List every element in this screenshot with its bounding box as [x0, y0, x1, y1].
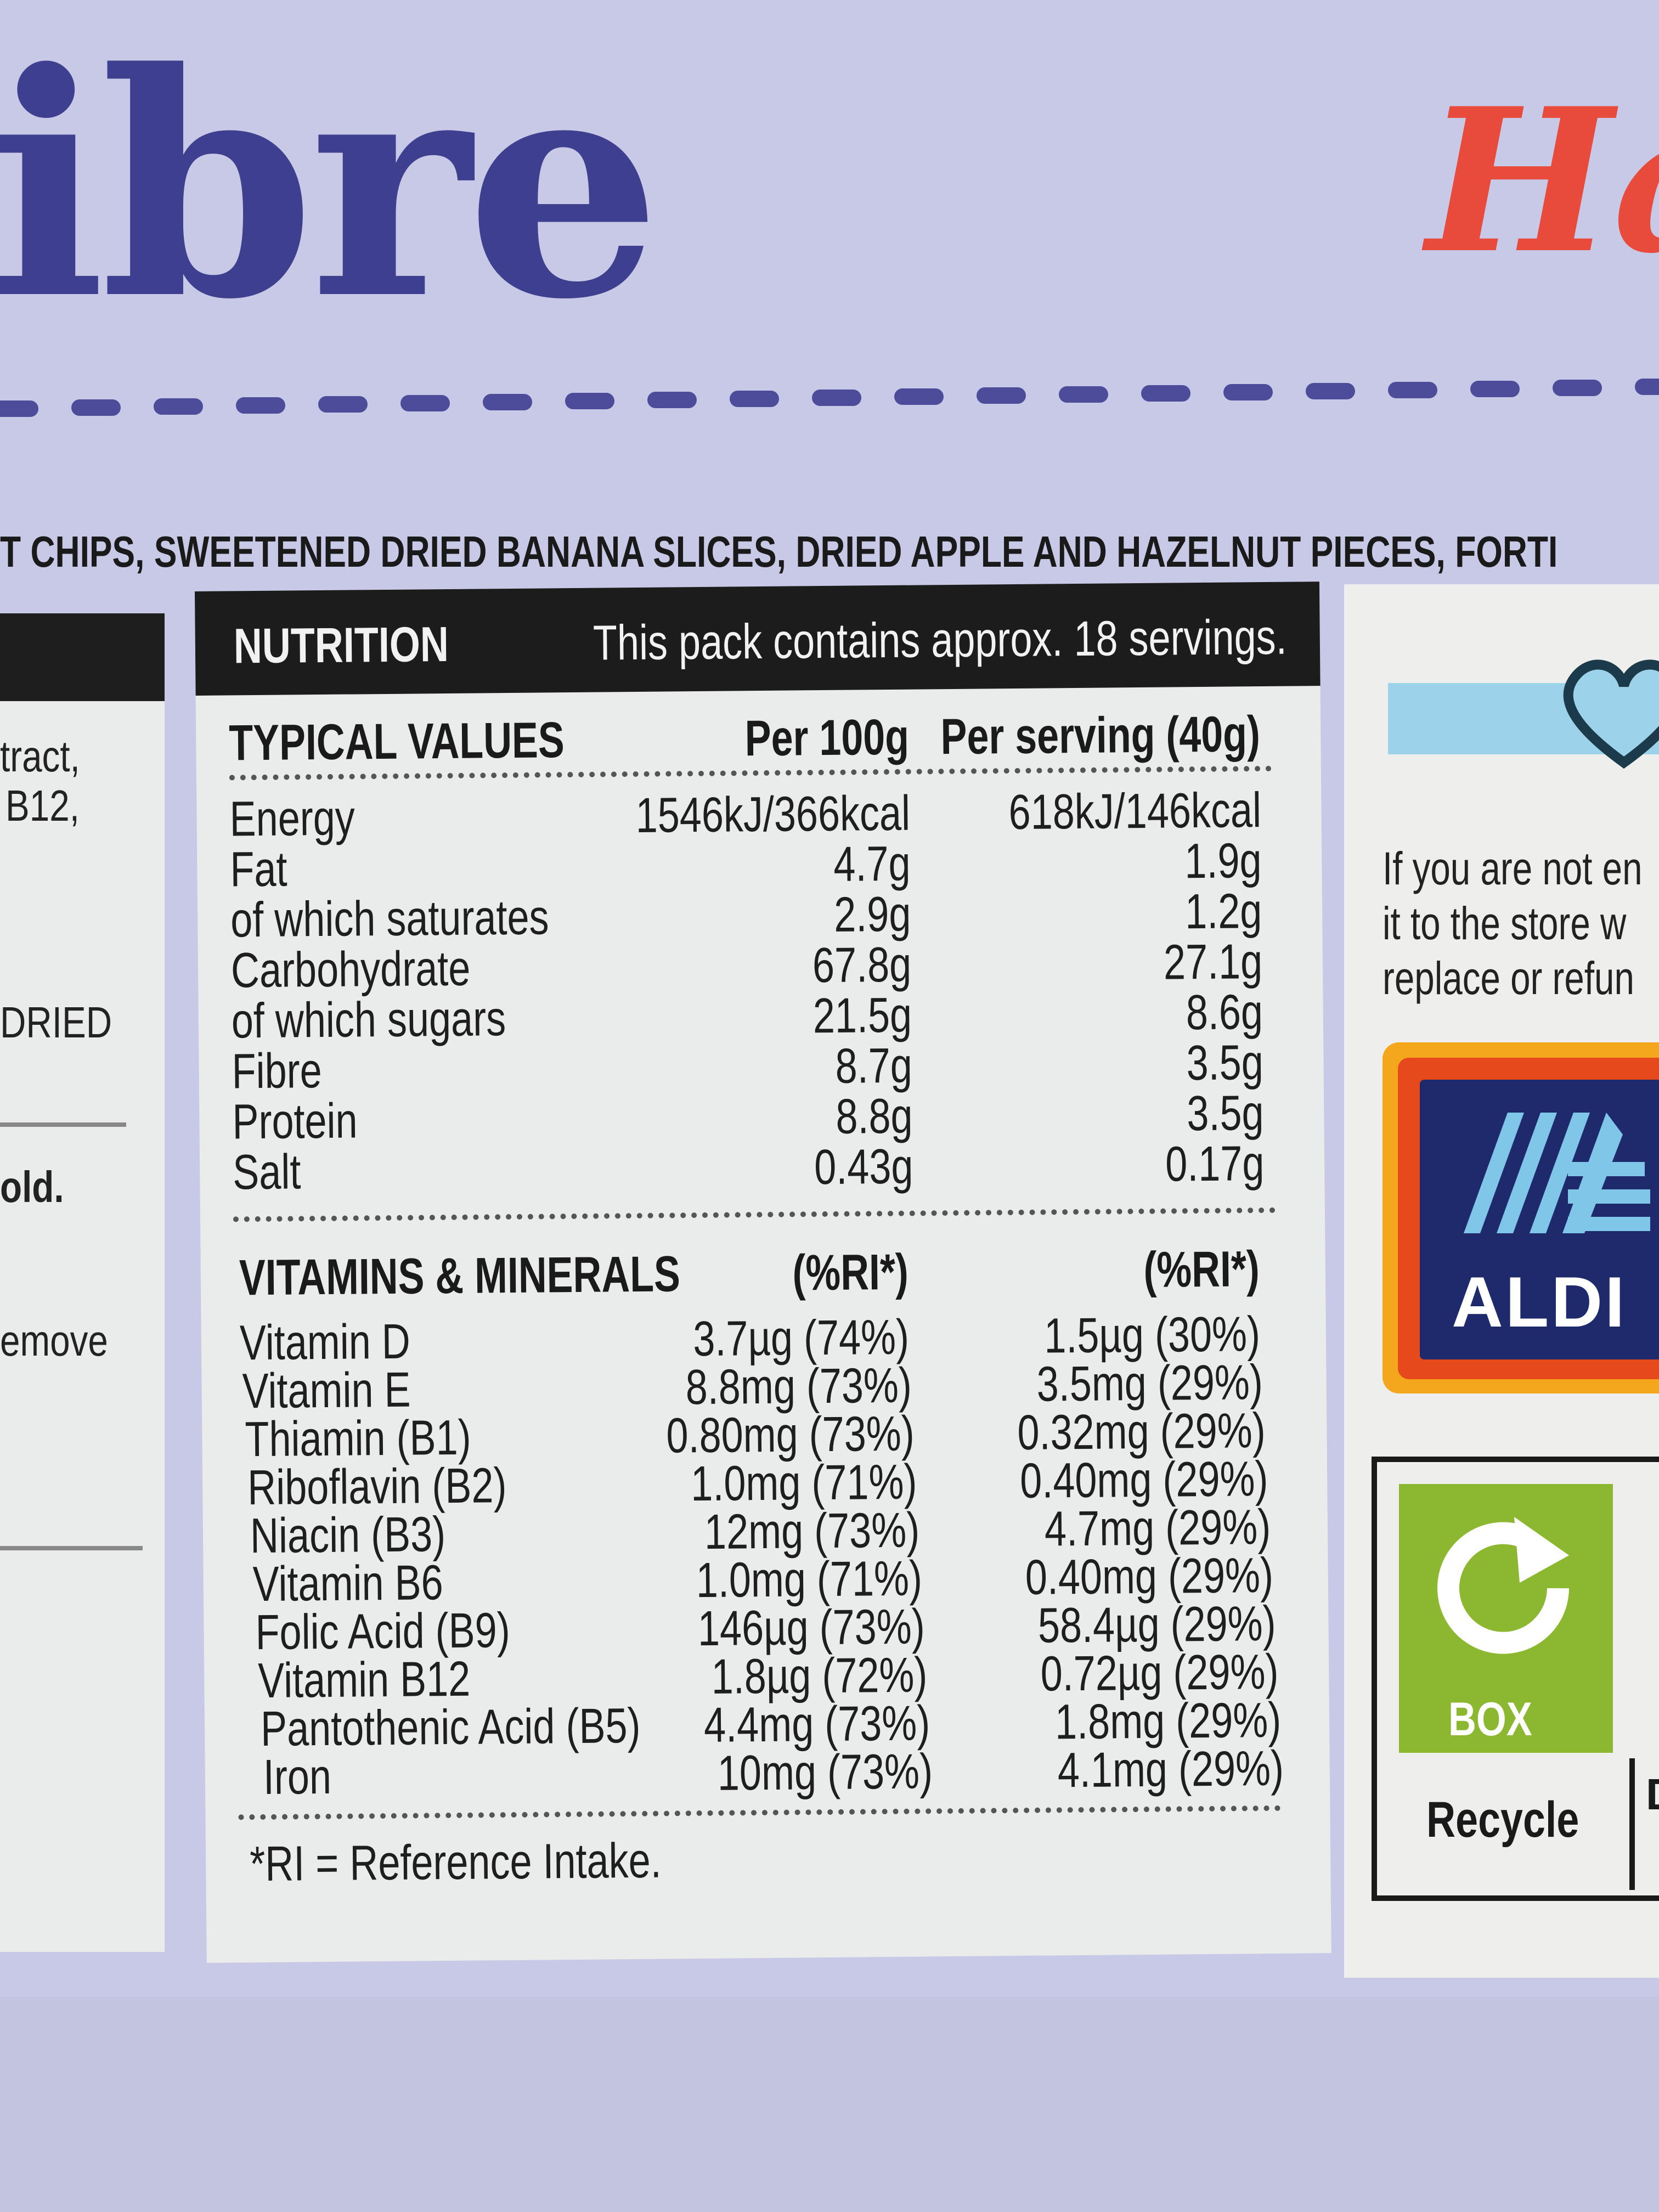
left-divider [0, 1122, 126, 1127]
nutrient-name: Fat [229, 842, 287, 898]
aldi-stripes-icon [1464, 1113, 1650, 1233]
heart-icon [1563, 659, 1659, 769]
left-fragment: emove [0, 1316, 108, 1365]
aldi-wordmark: ALDI [1452, 1262, 1627, 1342]
recycle-fragment: D [1646, 1769, 1659, 1820]
left-panel-header-bar [0, 613, 165, 701]
nutrient-per-100g: 4.7g [833, 836, 911, 892]
left-divider [0, 1546, 143, 1550]
nutrient-per-100g: 8.7g [835, 1038, 913, 1094]
nutrient-per-100g: 1546kJ/366kcal [635, 786, 911, 844]
nutrient-per-serving: 27.1g [1163, 934, 1263, 990]
servings-note: This pack contains approx. 18 servings. [592, 610, 1288, 671]
typical-values-label: TYPICAL VALUES [228, 712, 565, 771]
nutrient-per-serving: 0.17g [1165, 1136, 1265, 1192]
nutrition-title: NUTRITION [233, 617, 449, 674]
script-word: Ha [1426, 65, 1659, 297]
vitamin-per-serving: 4.1mg (29%) [1057, 1741, 1284, 1798]
recycle-panel: BOX Recycle D [1372, 1457, 1659, 1901]
nutrient-row: of which sugars 21.5g 8.6g [231, 984, 1263, 1048]
nutrient-per-100g: 0.43g [814, 1139, 913, 1195]
dashed-divider [0, 379, 1659, 417]
guarantee-text: it to the store w [1383, 898, 1627, 949]
nutrient-per-serving: 1.2g [1184, 884, 1262, 940]
nutrient-row: Fibre 8.7g 3.5g [232, 1035, 1264, 1099]
vitamins-label: VITAMINS & MINERALS [239, 1246, 681, 1306]
aldi-logo-field: ALDI [1420, 1080, 1659, 1359]
nutrient-row: Salt 0.43g 0.17g [233, 1136, 1265, 1200]
recycle-badge: BOX [1399, 1484, 1613, 1753]
ri-column-label: (%RI*) [792, 1244, 909, 1301]
box-label: BOX [1448, 1693, 1532, 1746]
nutrient-per-serving: 1.9g [1184, 833, 1262, 889]
nutrient-row: Carbohydrate 67.8g 27.1g [231, 934, 1263, 998]
right-panel: If you are not en it to the store w repl… [1344, 584, 1659, 1978]
nutrient-per-serving: 3.5g [1186, 1035, 1264, 1091]
nutrient-per-100g: 21.5g [812, 988, 912, 1044]
nutrient-per-serving: 3.5g [1186, 1086, 1264, 1142]
table-divider [233, 1207, 1276, 1222]
vitamin-row: Iron 10mg (73%) 4.1mg (29%) [263, 1741, 1284, 1805]
table-divider [238, 1805, 1281, 1820]
recycle-divider [1629, 1758, 1635, 1890]
left-fragment: DRIED [0, 998, 112, 1047]
ingredients-strip: T CHIPS, SWEETENED DRIED BANANA SLICES, … [0, 527, 1558, 576]
nutrient-name: Protein [232, 1093, 358, 1150]
nutrient-per-100g: 8.8g [835, 1088, 913, 1144]
nutrient-per-100g: 2.9g [833, 887, 911, 943]
nutrient-name: Fibre [232, 1043, 323, 1099]
left-fragment: B12, [5, 781, 80, 830]
recycle-label: Recycle [1426, 1792, 1579, 1848]
nutrient-row: Protein 8.8g 3.5g [232, 1085, 1264, 1149]
ri-column-label: (%RI*) [1143, 1241, 1260, 1298]
guarantee-text: replace or refun [1383, 952, 1634, 1004]
nutrition-panel: NUTRITION This pack contains approx. 18 … [195, 582, 1331, 1963]
nutrient-row: Fat 4.7g 1.9g [230, 833, 1262, 897]
guarantee-text: If you are not en [1383, 843, 1643, 894]
vitamin-name: Iron [263, 1749, 332, 1805]
nutrient-name: Salt [232, 1144, 301, 1200]
box-bottom-fold [0, 1997, 1659, 2212]
left-fragment: tract, [0, 732, 80, 781]
column-per-100g: Per 100g [744, 709, 910, 767]
nutrition-header: NUTRITION This pack contains approx. 18 … [195, 582, 1321, 696]
nutrient-name: Energy [229, 791, 356, 847]
nutrient-name: Carbohydrate [230, 941, 471, 998]
nutrient-per-serving: 8.6g [1186, 985, 1263, 1041]
left-panel: tract, B12, DRIED old. emove [0, 613, 165, 1952]
nutrient-row: of which saturates 2.9g 1.2g [230, 883, 1262, 947]
headline-word: ibre [0, 6, 662, 367]
ri-footnote: *RI = Reference Intake. [249, 1833, 662, 1892]
nutrient-row: Energy 1546kJ/366kcal 618kJ/146kcal [229, 782, 1261, 847]
nutrient-per-serving: 618kJ/146kcal [1008, 783, 1261, 840]
aldi-logo-border: ALDI [1398, 1058, 1659, 1379]
nutrient-name: of which sugars [231, 991, 506, 1049]
recycle-arrow-icon [1437, 1517, 1569, 1654]
left-fragment: old. [0, 1163, 64, 1211]
column-per-serving: Per serving (40g) [940, 706, 1261, 765]
aldi-logo: ALDI [1383, 1042, 1659, 1393]
nutrient-per-100g: 67.8g [812, 937, 912, 994]
vitamin-per-100g: 10mg (73%) [717, 1744, 933, 1801]
